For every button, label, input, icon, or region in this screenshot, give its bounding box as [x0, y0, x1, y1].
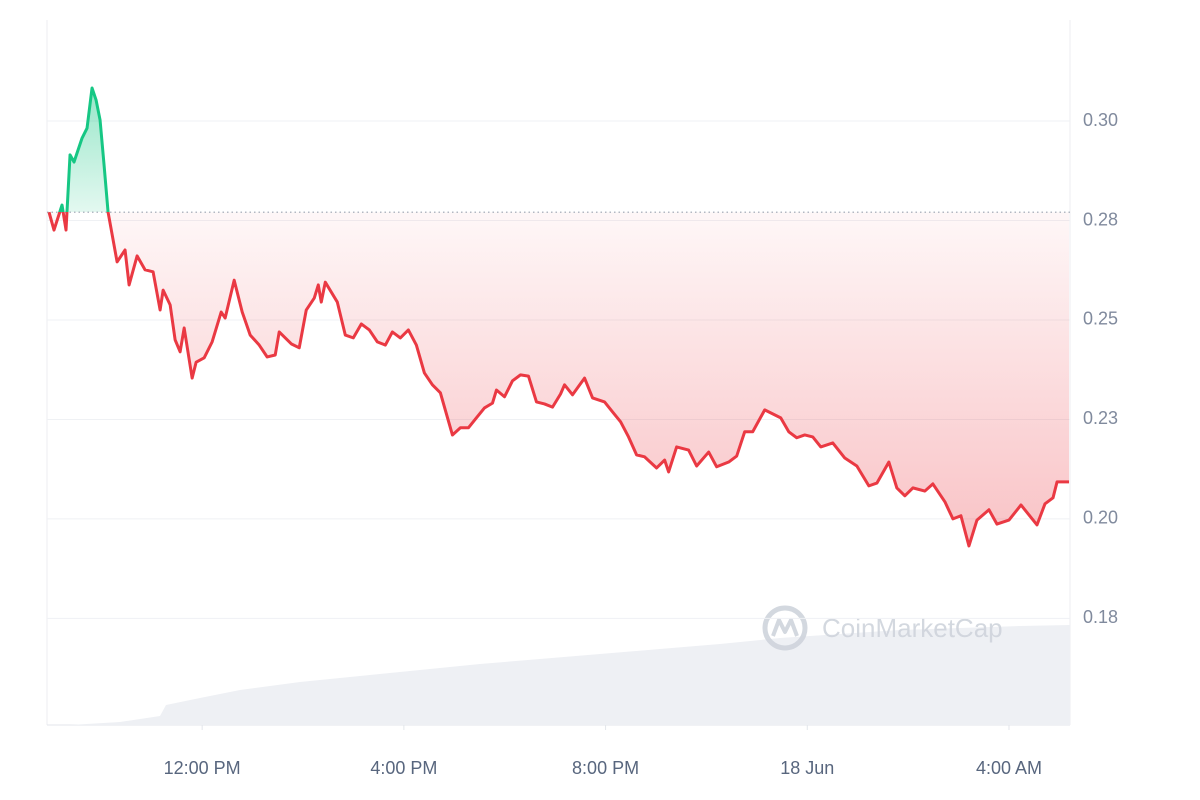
x-tick-label: 4:00 AM	[976, 758, 1042, 778]
y-tick-label: 0.25	[1083, 309, 1118, 329]
y-tick-label: 0.23	[1083, 408, 1118, 428]
x-tick-label: 18 Jun	[780, 758, 834, 778]
x-tick-label: 4:00 PM	[370, 758, 437, 778]
labels: 0.18 0.20 0.23 0.25 0.28 0.30 12:00 PM 4:00 PM 8…	[164, 110, 1118, 778]
watermark-logo	[762, 605, 808, 651]
volume-area	[70, 625, 1070, 725]
price-line	[47, 86, 1070, 548]
y-tick-label: 0.18	[1083, 607, 1118, 627]
x-tick-label: 8:00 PM	[572, 758, 639, 778]
area-fill-down	[49, 212, 1070, 546]
lines	[47, 86, 1070, 548]
watermark-text: CoinMarketCap	[822, 613, 1003, 643]
watermark-logo-mark	[771, 618, 799, 637]
watermark: CoinMarketCap	[762, 605, 1003, 651]
y-tick-label: 0.28	[1083, 209, 1118, 229]
y-tick-label: 0.20	[1083, 508, 1118, 528]
x-tick-label: 12:00 PM	[164, 758, 241, 778]
y-tick-label: 0.30	[1083, 110, 1118, 130]
areas	[49, 88, 1070, 546]
